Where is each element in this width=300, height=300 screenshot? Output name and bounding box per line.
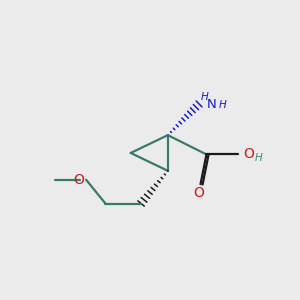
- Text: N: N: [206, 98, 216, 111]
- Text: H: H: [218, 100, 226, 110]
- Text: O: O: [194, 185, 205, 200]
- Text: O: O: [74, 173, 85, 187]
- Text: H: H: [200, 92, 208, 101]
- Text: H: H: [255, 153, 263, 163]
- Text: O: O: [243, 148, 254, 161]
